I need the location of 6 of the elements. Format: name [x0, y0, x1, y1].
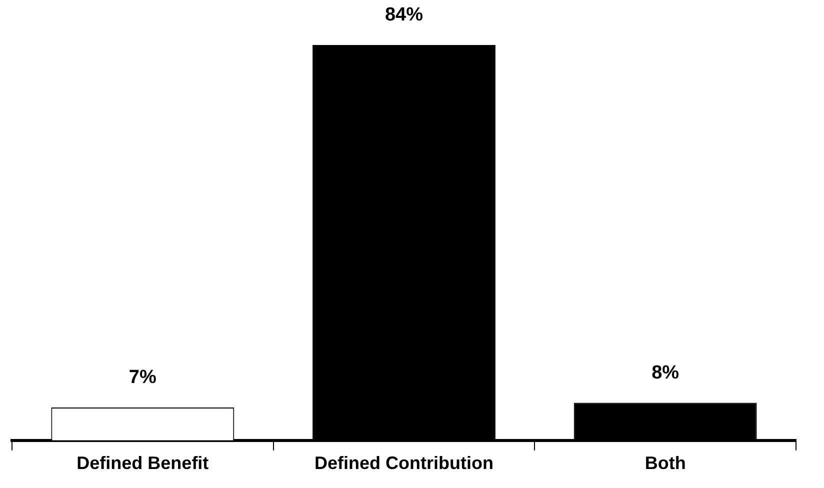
data-label: 8%: [652, 362, 680, 384]
data-label: 7%: [128, 367, 156, 388]
x-tick-label: Defined Benefit: [76, 453, 209, 474]
data-label: 84%: [384, 4, 424, 26]
x-tick-label: Defined Contribution: [314, 453, 494, 474]
x-tick-label: Both: [644, 453, 686, 474]
